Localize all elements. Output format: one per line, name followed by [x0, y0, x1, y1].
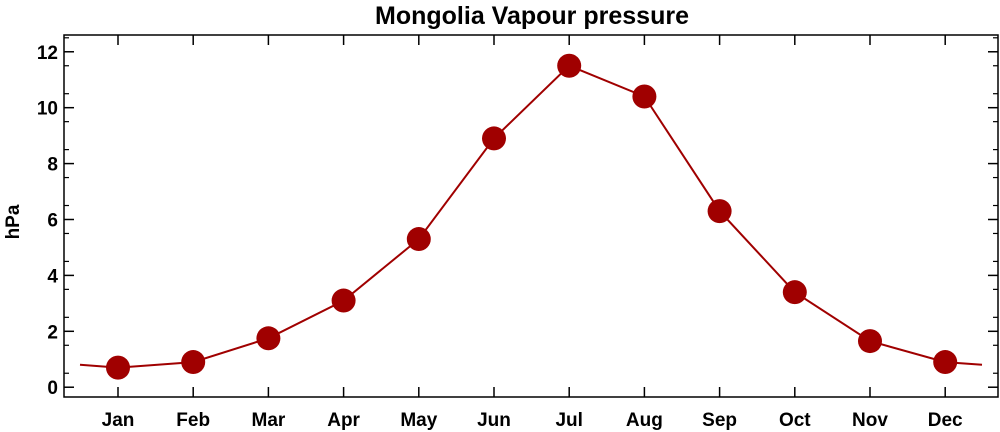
data-point — [106, 355, 130, 380]
y-tick-label: 12 — [37, 43, 58, 64]
y-tick-label: 8 — [47, 155, 58, 176]
data-point — [707, 199, 732, 224]
x-tick-label: Aug — [626, 410, 663, 431]
plot-frame — [63, 34, 999, 398]
data-point — [181, 350, 206, 375]
x-tick-label: Dec — [928, 410, 963, 431]
x-tick-label: May — [400, 410, 437, 431]
data-point — [331, 288, 356, 313]
y-axis-label: hPa — [3, 204, 24, 239]
y-tick-label: 0 — [47, 378, 58, 399]
data-point — [632, 84, 657, 109]
data-point — [482, 126, 506, 151]
y-tick-label: 4 — [47, 266, 58, 287]
data-point — [256, 326, 281, 351]
series-group — [79, 53, 983, 380]
x-tick-label: Nov — [852, 410, 888, 431]
data-point — [933, 350, 958, 375]
x-tick-label: Oct — [779, 410, 811, 431]
x-tick-label: Feb — [176, 410, 210, 431]
x-tick-label: Jan — [102, 410, 135, 431]
data-point — [557, 53, 582, 78]
data-point — [406, 227, 431, 252]
x-tick-label: Sep — [702, 410, 737, 431]
data-point — [782, 280, 807, 305]
x-tick-label: Mar — [252, 410, 286, 431]
data-point — [858, 329, 882, 354]
y-tick-label: 10 — [37, 99, 58, 120]
axis-ticks: 0 2 4 6 8 10 12 Jan Feb Mar Apr May Jun Jul Aug Sep Oct N… — [37, 35, 998, 431]
x-tick-label: Apr — [327, 410, 360, 431]
y-tick-label: 2 — [47, 322, 58, 343]
chart-title: Mongolia Vapour pressure — [375, 2, 689, 30]
series-line — [79, 64, 983, 369]
x-tick-label: Jun — [477, 410, 511, 431]
x-tick-label: Jul — [555, 410, 582, 431]
y-tick-label: 6 — [47, 210, 58, 231]
